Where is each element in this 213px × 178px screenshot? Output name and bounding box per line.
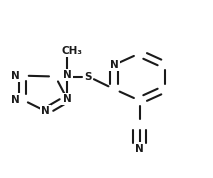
Text: N: N [109, 60, 118, 70]
Text: N: N [41, 106, 50, 116]
Text: N: N [63, 94, 72, 104]
Text: N: N [10, 95, 19, 105]
Text: N: N [63, 70, 72, 80]
Text: S: S [85, 72, 92, 82]
Text: N: N [135, 144, 144, 154]
Text: CH₃: CH₃ [62, 46, 83, 56]
Text: N: N [10, 71, 19, 81]
